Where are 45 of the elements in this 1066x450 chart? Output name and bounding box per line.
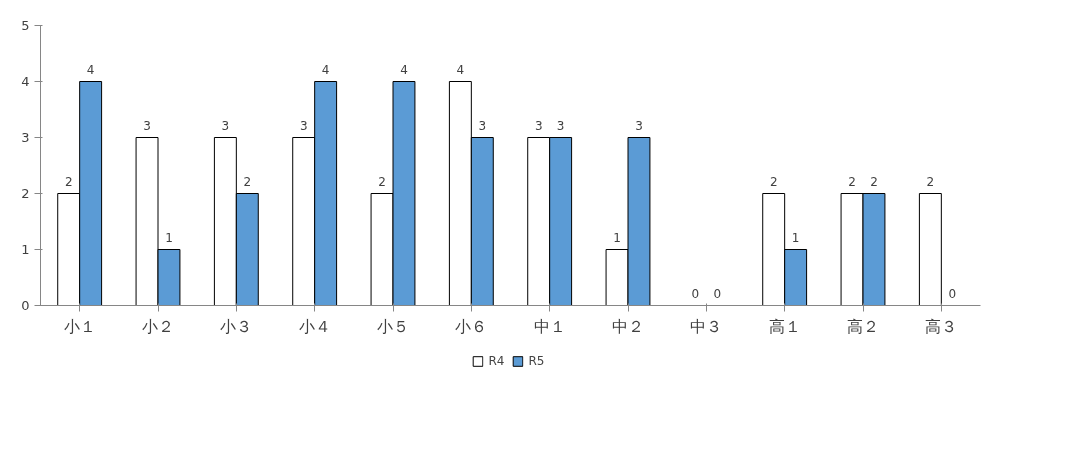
- data-label: 3: [534, 118, 543, 133]
- data-label: 2: [926, 174, 935, 189]
- data-label: 0: [713, 286, 722, 301]
- x-tick-label: 小１: [63, 316, 96, 336]
- data-label: 4: [456, 62, 465, 77]
- data-label: 0: [691, 286, 700, 301]
- y-tick-label: 0: [21, 298, 30, 313]
- legend-label: R5: [528, 353, 546, 368]
- data-label: 3: [556, 118, 565, 133]
- data-label: 4: [400, 62, 408, 77]
- data-label: 3: [143, 118, 151, 133]
- x-tick-label: 中２: [612, 316, 644, 336]
- data-label: 2: [378, 174, 386, 189]
- x-tick-label: 小６: [455, 316, 488, 336]
- legend-label: R4: [488, 353, 506, 368]
- data-label: 2: [848, 174, 856, 189]
- data-label: 3: [221, 118, 230, 133]
- data-label: 1: [613, 230, 621, 245]
- x-tick-label: 小２: [142, 316, 174, 336]
- y-tick-label: 3: [21, 130, 30, 145]
- y-tick-label: 1: [21, 242, 30, 257]
- data-label: 2: [243, 174, 252, 189]
- x-tick-label: 高３: [925, 316, 958, 336]
- data-label: 0: [948, 286, 957, 301]
- data-label: 1: [791, 230, 800, 245]
- y-tick-label: 4: [21, 74, 30, 89]
- data-label: 2: [870, 174, 878, 189]
- data-label: 4: [86, 62, 95, 77]
- bar: [918, 193, 942, 306]
- x-tick-label: 中３: [690, 316, 723, 336]
- data-label: 3: [299, 118, 308, 133]
- x-tick-label: 高２: [847, 316, 879, 336]
- data-label: 3: [635, 118, 643, 133]
- x-tick-label: 小４: [298, 316, 331, 336]
- x-tick-label: 高１: [768, 316, 801, 336]
- x-tick-label: 小５: [377, 316, 409, 336]
- y-tick-label: 5: [21, 18, 30, 33]
- x-tick-label: 中１: [533, 316, 566, 336]
- y-tick-label: 2: [21, 186, 30, 201]
- data-label: 1: [165, 230, 173, 245]
- data-label: 3: [478, 118, 487, 133]
- x-tick-label: 小３: [220, 316, 253, 336]
- data-label: 4: [321, 62, 330, 77]
- data-label: 2: [64, 174, 73, 189]
- data-label: 2: [769, 174, 778, 189]
